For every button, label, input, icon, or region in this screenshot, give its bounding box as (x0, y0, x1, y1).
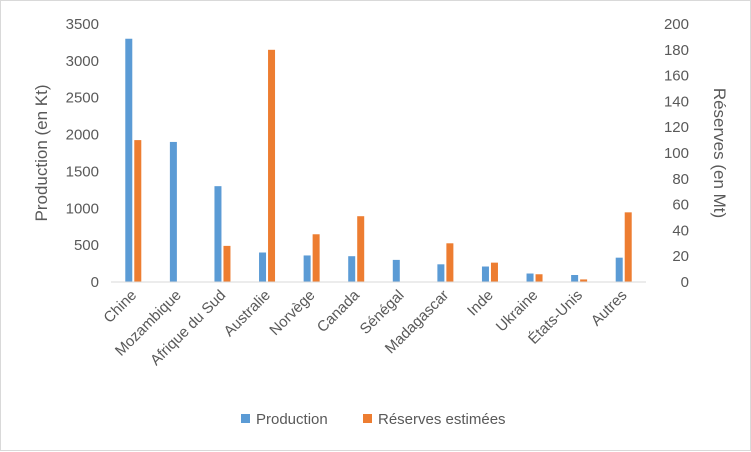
y-tick-label: 2500 (66, 90, 99, 107)
y2-tick-label: 100 (664, 145, 689, 162)
bar-reserves-estimees-canada (357, 216, 365, 282)
bar-production-mozambique (169, 141, 177, 282)
bar-production-inde (481, 266, 489, 282)
y-axis-title: Production (en Kt) (32, 84, 51, 221)
bar-production-senegal (392, 259, 400, 282)
y2-tick-label: 200 (664, 16, 689, 33)
x-tick-label-canada: Canada (314, 286, 364, 336)
y2-tick-label: 120 (664, 119, 689, 136)
x-tick-label-inde: Inde (464, 287, 497, 320)
y-tick-label: 3000 (66, 53, 99, 70)
y-tick-label: 0 (91, 274, 99, 291)
legend: Production Réserves estimées (241, 411, 506, 428)
bar-reserves-estimees-inde (490, 262, 498, 282)
bar-reserves-estimees-australie (268, 49, 276, 282)
bar-production-madagascar (437, 264, 445, 282)
bar-production-ukraine (526, 273, 534, 282)
bar-production-norvege (303, 255, 311, 282)
legend-swatch-reserves (363, 414, 372, 423)
y2-axis-title: Réserves (en Mt) (710, 88, 729, 218)
y-tick-label: 1500 (66, 163, 99, 180)
y2-tick-label: 0 (681, 274, 689, 291)
bar-production-afrique-du-sud (214, 186, 222, 282)
legend-label-production: Production (256, 411, 328, 428)
y-tick-label: 1000 (66, 200, 99, 217)
y-tick-label: 3500 (66, 16, 99, 33)
x-tick-label-norvege: Norvège (266, 287, 318, 339)
bar-reserves-estimees-autres (624, 212, 632, 282)
bar-production-etats-unis (571, 275, 579, 282)
bar-reserves-estimees-norvege (312, 234, 320, 282)
legend-swatch-production (241, 414, 250, 423)
bar-reserves-estimees-etats-unis (580, 279, 588, 282)
y2-tick-label: 40 (672, 222, 689, 239)
y2-tick-label: 60 (672, 197, 689, 214)
bar-production-australie (259, 252, 267, 282)
bars-layer (125, 38, 632, 282)
y-tick-label: 2000 (66, 127, 99, 144)
y2-tick-label: 80 (672, 171, 689, 188)
bar-production-autres (615, 257, 623, 282)
y2-tick-label: 20 (672, 248, 689, 265)
x-tick-label-australie: Australie (221, 287, 274, 340)
bar-reserves-estimees-madagascar (446, 243, 454, 282)
y-axis-ticks: 0 500 1000 1500 2000 2500 3000 3500 (66, 16, 99, 291)
bar-reserves-estimees-afrique-du-sud (223, 245, 231, 282)
legend-label-reserves: Réserves estimées (378, 411, 506, 428)
bar-reserves-estimees-ukraine (535, 274, 543, 282)
y2-tick-label: 140 (664, 93, 689, 110)
bar-production-chine (125, 38, 133, 282)
x-tick-label-chine: Chine (100, 287, 140, 327)
y2-tick-label: 160 (664, 68, 689, 85)
x-tick-label-autres: Autres (588, 287, 631, 330)
y-tick-label: 500 (74, 237, 99, 254)
bar-reserves-estimees-chine (134, 140, 142, 282)
y2-axis-ticks: 0 20 40 60 80 100 120 140 160 180 200 (664, 16, 689, 291)
y2-tick-label: 180 (664, 42, 689, 59)
bar-production-canada (348, 256, 356, 282)
